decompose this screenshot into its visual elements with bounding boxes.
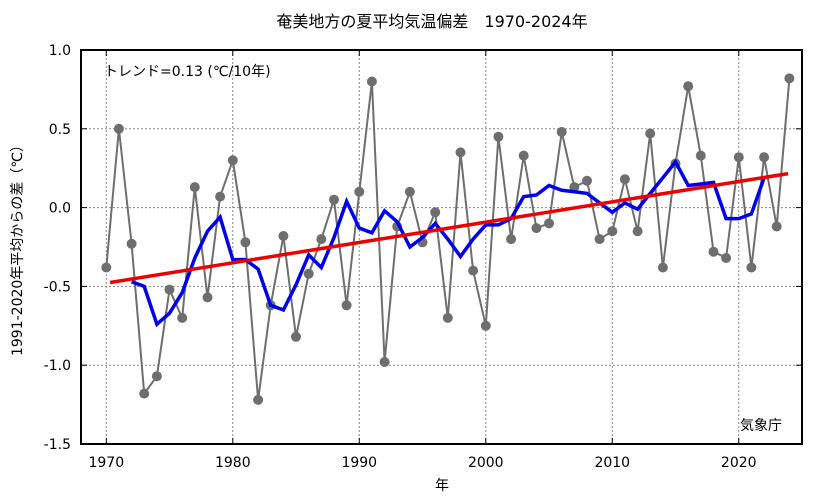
annual-anomaly-point bbox=[341, 300, 352, 311]
annual-anomaly-point bbox=[695, 150, 706, 161]
trend-line bbox=[109, 171, 789, 285]
y-axis-label: 1991-2020年平均からの差（℃） bbox=[10, 138, 26, 356]
annual-anomaly-point bbox=[164, 284, 175, 295]
x-tick-label: 2020 bbox=[721, 455, 757, 471]
x-tick-label: 1990 bbox=[341, 455, 377, 471]
annual-anomaly-point bbox=[113, 123, 124, 134]
running-mean-line bbox=[130, 158, 766, 328]
annual-anomaly-point bbox=[480, 320, 491, 331]
annual-anomaly-point bbox=[316, 234, 327, 245]
annual-anomaly-point bbox=[594, 234, 605, 245]
annual-anomaly-point bbox=[227, 155, 238, 166]
annual-anomaly-point bbox=[202, 292, 213, 303]
annual-anomaly-point bbox=[721, 253, 732, 263]
annual-anomaly-point bbox=[291, 331, 301, 342]
annual-anomaly-point bbox=[493, 131, 504, 142]
annual-anomaly-point bbox=[151, 371, 162, 382]
annual-anomaly-point bbox=[379, 357, 390, 367]
annual-anomaly-point bbox=[139, 388, 150, 399]
plot-frame bbox=[80, 49, 803, 445]
annual-anomaly-point bbox=[531, 223, 542, 234]
annual-anomaly-point bbox=[126, 238, 137, 249]
annual-anomaly-point bbox=[708, 246, 719, 257]
annual-anomaly-point bbox=[468, 265, 479, 276]
annual-anomaly-point bbox=[442, 312, 453, 323]
annual-anomaly-point bbox=[303, 268, 314, 279]
x-tick-label: 2010 bbox=[594, 455, 630, 471]
y-tick-label: -0.5 bbox=[44, 279, 71, 295]
annual-anomaly-point bbox=[189, 182, 200, 193]
annual-anomaly-point bbox=[683, 81, 694, 92]
annual-anomaly-point bbox=[569, 182, 580, 193]
annual-anomaly-point bbox=[619, 174, 630, 185]
annual-anomaly-point bbox=[101, 262, 112, 273]
annual-anomaly-point bbox=[366, 76, 377, 87]
annual-anomaly-point bbox=[544, 218, 554, 229]
annual-anomaly-point bbox=[430, 207, 441, 218]
x-axis-label: 年 bbox=[435, 478, 449, 494]
annual-anomaly-point bbox=[771, 221, 782, 232]
trend-annotation: トレンド=0.13 (℃/10年) bbox=[104, 64, 271, 80]
annual-anomaly-point bbox=[329, 194, 339, 205]
annual-anomaly-point bbox=[506, 234, 517, 245]
annual-anomaly-point bbox=[759, 152, 770, 163]
data-points bbox=[101, 73, 795, 405]
y-axis-ticks: 1.0 0.5 0.0 -0.5 -1.0 -1.5 bbox=[44, 43, 802, 453]
y-tick-label: -1.0 bbox=[44, 358, 71, 374]
annual-anomaly-point bbox=[177, 312, 188, 323]
annual-anomaly-point bbox=[733, 152, 744, 163]
annual-anomaly-point bbox=[607, 226, 618, 237]
source-label: 気象庁 bbox=[740, 418, 782, 434]
x-tick-label: 2000 bbox=[468, 455, 504, 471]
annual-anomaly-point bbox=[240, 237, 251, 248]
annual-anomaly-point bbox=[556, 127, 567, 137]
x-tick-label: 1970 bbox=[88, 455, 124, 471]
chart-title: 奄美地方の夏平均気温偏差 1970-2024年 bbox=[276, 12, 587, 31]
x-tick-label: 1980 bbox=[215, 455, 251, 471]
annual-anomaly-point bbox=[215, 191, 226, 202]
annual-anomaly-point bbox=[784, 73, 795, 84]
y-tick-label: 0.0 bbox=[49, 201, 71, 217]
annual-anomaly-point bbox=[632, 226, 643, 237]
annual-anomaly-point bbox=[657, 262, 668, 273]
annual-anomaly-point bbox=[455, 147, 466, 158]
y-tick-label: 1.0 bbox=[49, 43, 71, 59]
y-tick-label: 0.5 bbox=[49, 122, 71, 138]
annual-anomaly-point bbox=[404, 186, 415, 197]
annual-anomaly-point bbox=[354, 186, 365, 197]
annual-anomaly-point bbox=[278, 231, 289, 241]
annual-anomaly-point bbox=[746, 262, 757, 273]
annual-anomaly-point bbox=[582, 175, 592, 186]
annual-anomaly-point bbox=[645, 128, 656, 139]
grid-lines bbox=[81, 50, 802, 444]
annual-anomaly-point bbox=[253, 394, 264, 405]
y-tick-label: -1.5 bbox=[44, 437, 71, 453]
annual-anomaly-point bbox=[518, 150, 529, 161]
